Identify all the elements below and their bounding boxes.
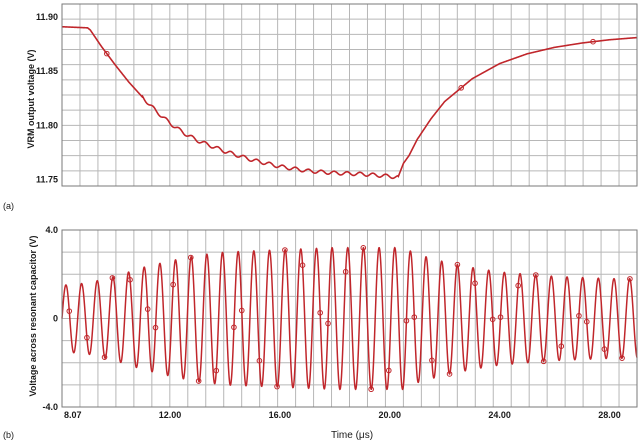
data-marker [299,262,306,269]
data-marker [619,355,625,361]
plot-b-x-axis-label: Time (μs) [331,430,373,441]
data-marker [558,343,565,350]
data-marker [144,306,151,312]
plot-b-frame [61,229,638,408]
data-marker [411,314,418,320]
plot-a-y-axis-label: VRM output voltage (V) [26,50,36,149]
plot-b-series-line [61,246,638,391]
data-marker [576,312,582,319]
data-marker [429,357,435,364]
x-tick-label: 20.00 [378,410,401,420]
y-tick-label: 11.90 [36,12,58,22]
data-marker [256,357,263,364]
plot-a-frame [61,3,638,187]
panel-b-label: (b) [3,430,14,440]
panel-b-capacitor-chart: -4.0 0 4.0 8.07 12.00 16.00 20.00 24.00 28.00 V… [3,225,638,441]
data-marker [540,358,547,365]
data-marker [231,324,237,331]
data-marker [238,307,245,314]
data-marker [317,309,323,316]
data-marker [152,324,159,331]
x-tick-label: 8.07 [64,410,82,420]
y-tick-label: 4.0 [45,225,58,235]
data-marker [342,268,349,275]
plot-b-markers [66,245,633,393]
plot-a-series-line [61,25,638,180]
data-marker [385,367,392,374]
data-marker [84,334,90,341]
data-marker [515,282,521,289]
data-marker [601,346,608,352]
data-marker [458,85,464,91]
data-marker [170,281,176,288]
y-tick-label: 11.75 [36,175,58,185]
y-tick-label: -4.0 [42,402,58,412]
data-marker [103,50,110,57]
data-marker [109,275,116,281]
data-marker [195,378,202,384]
x-tick-label: 24.00 [488,410,511,420]
data-marker [403,317,410,324]
data-marker [360,245,367,251]
data-marker [583,318,590,325]
data-marker [590,38,596,45]
data-marker [627,276,633,282]
data-marker [454,261,461,268]
data-marker [282,247,288,253]
data-marker [489,316,496,323]
x-tick-label: 16.00 [269,410,292,420]
y-tick-label: 11.85 [36,66,58,76]
x-tick-label: 28.00 [598,410,621,420]
data-marker [66,308,73,314]
data-marker [101,354,108,360]
data-marker [127,276,133,283]
data-marker [188,254,194,261]
data-marker [213,367,220,374]
plot-b-x-tick-labels: 8.07 12.00 16.00 20.00 24.00 28.00 [64,410,621,420]
data-marker [368,386,374,393]
plot-a-y-tick-labels: 11.75 11.80 11.85 11.90 [36,12,58,185]
data-marker [446,371,453,377]
plot-a-markers [103,38,596,91]
panel-a-voltage-chart: 11.75 11.80 11.85 11.90 VRM output voltage … [3,3,638,211]
plot-b-y-axis-label: Voltage across resonant capacitor (V) [28,236,38,397]
x-tick-label: 12.00 [159,410,182,420]
data-marker [533,272,539,278]
data-marker [325,320,331,327]
y-tick-label: 0 [53,314,58,324]
plot-a-grid [62,4,637,186]
data-marker [274,383,280,390]
panel-a-label: (a) [3,201,14,211]
y-tick-label: 11.80 [36,120,58,130]
plot-b-grid [62,230,637,407]
data-marker [497,314,504,320]
data-marker [472,280,478,287]
plot-b-y-tick-labels: -4.0 0 4.0 [42,225,58,412]
